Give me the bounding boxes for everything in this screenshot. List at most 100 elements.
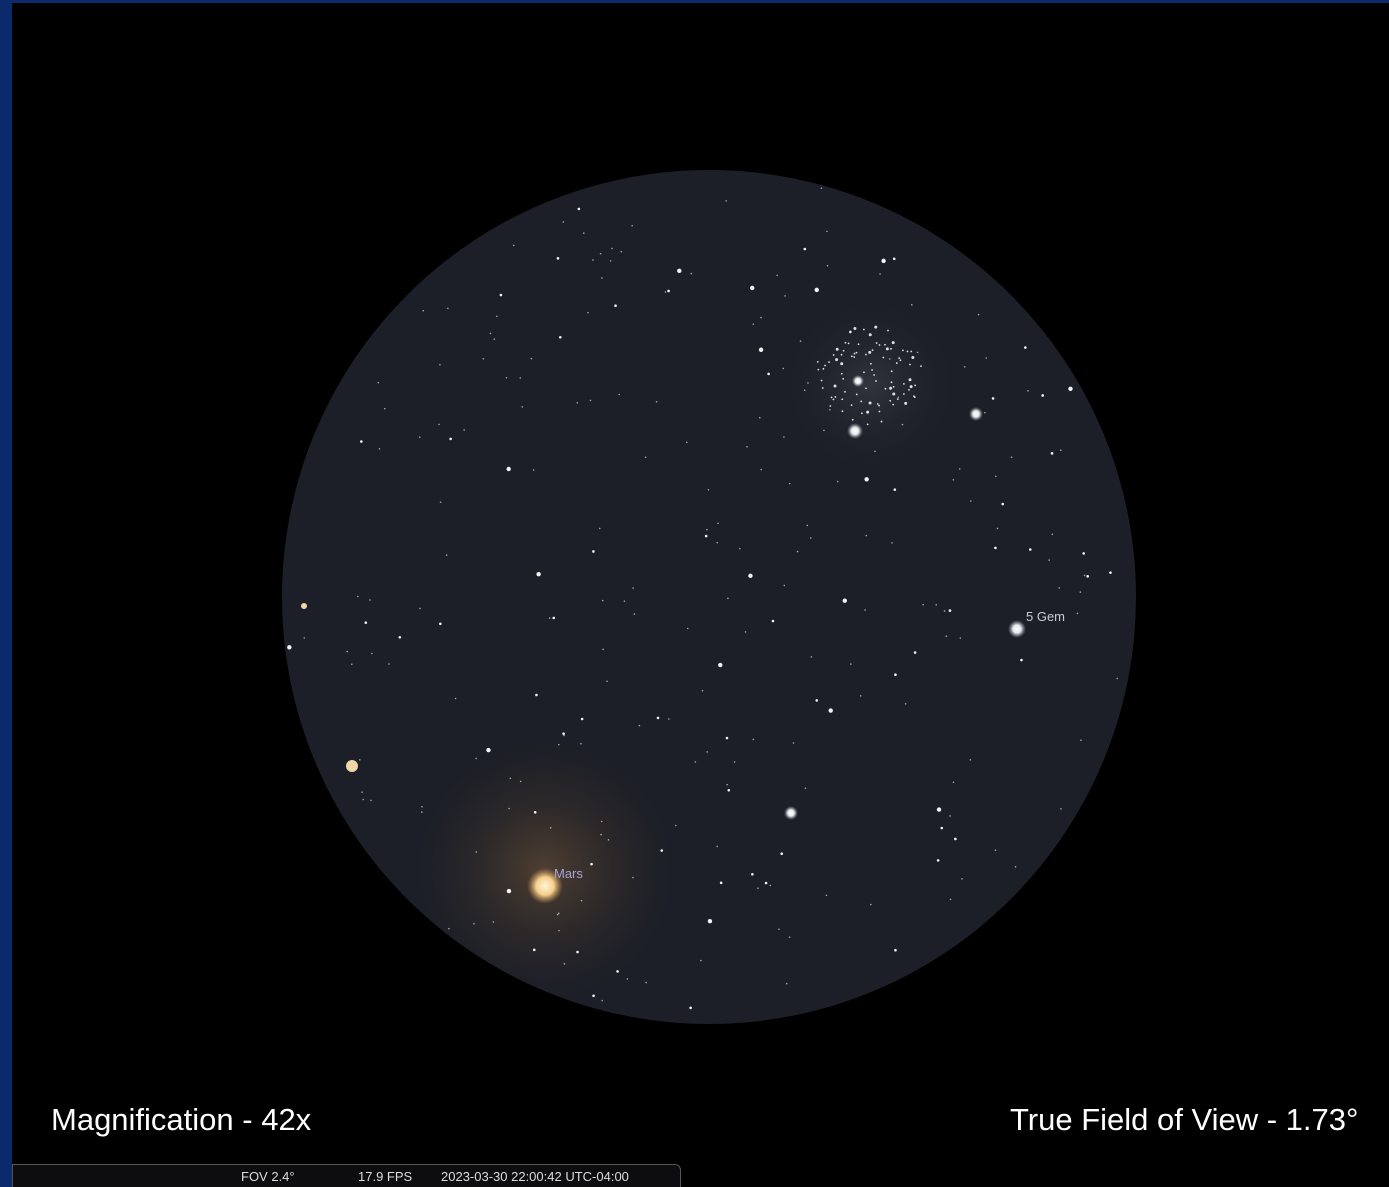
star bbox=[834, 396, 837, 398]
star bbox=[850, 663, 852, 665]
star bbox=[602, 648, 604, 651]
star bbox=[1024, 346, 1027, 349]
star bbox=[580, 717, 584, 721]
star bbox=[828, 361, 830, 364]
star bbox=[677, 268, 682, 274]
star bbox=[449, 437, 452, 441]
star bbox=[592, 259, 594, 261]
star bbox=[901, 423, 904, 426]
star bbox=[908, 389, 910, 391]
star bbox=[945, 635, 948, 637]
star bbox=[1076, 612, 1079, 615]
star bbox=[1010, 456, 1013, 459]
star bbox=[970, 500, 972, 502]
star bbox=[505, 376, 508, 379]
star bbox=[1116, 677, 1119, 680]
star bbox=[866, 410, 870, 414]
planet-label: Mars bbox=[554, 866, 583, 881]
star bbox=[362, 798, 365, 801]
star bbox=[833, 384, 837, 388]
star bbox=[878, 404, 881, 407]
star bbox=[810, 656, 813, 658]
fov-caption: True Field of View - 1.73° bbox=[1010, 1102, 1359, 1137]
star bbox=[881, 258, 886, 264]
star bbox=[303, 637, 306, 639]
star bbox=[707, 919, 713, 924]
star bbox=[889, 386, 893, 390]
star bbox=[936, 859, 940, 862]
star bbox=[910, 350, 913, 353]
star bbox=[890, 381, 893, 384]
star bbox=[853, 327, 857, 331]
star bbox=[823, 429, 825, 432]
star bbox=[885, 347, 889, 351]
star bbox=[1060, 808, 1062, 810]
star bbox=[859, 695, 862, 697]
star bbox=[994, 849, 997, 851]
star bbox=[508, 807, 510, 810]
cluster-glow bbox=[780, 295, 960, 475]
star bbox=[896, 398, 899, 401]
star bbox=[388, 663, 390, 665]
star bbox=[870, 903, 872, 906]
star bbox=[664, 291, 667, 293]
star bbox=[626, 978, 629, 980]
star bbox=[892, 257, 896, 261]
star bbox=[439, 622, 442, 626]
star bbox=[888, 358, 891, 360]
star bbox=[893, 488, 897, 491]
star bbox=[633, 613, 636, 615]
star bbox=[346, 650, 349, 653]
star bbox=[656, 716, 660, 720]
star bbox=[799, 340, 802, 342]
star bbox=[952, 479, 955, 481]
star bbox=[969, 759, 972, 761]
star bbox=[874, 325, 878, 329]
star bbox=[842, 378, 845, 380]
window-edge bbox=[0, 0, 12, 1187]
star bbox=[371, 652, 373, 655]
star bbox=[771, 619, 775, 623]
star bbox=[549, 827, 552, 829]
star bbox=[370, 799, 372, 802]
star bbox=[445, 554, 448, 556]
star bbox=[601, 277, 603, 279]
star bbox=[562, 732, 565, 735]
star bbox=[1048, 559, 1050, 561]
star bbox=[717, 522, 719, 525]
star bbox=[828, 708, 833, 713]
star bbox=[832, 398, 835, 401]
star bbox=[835, 347, 839, 351]
star bbox=[558, 335, 562, 339]
star bbox=[556, 257, 560, 260]
star bbox=[788, 482, 791, 485]
star bbox=[1014, 866, 1017, 868]
star bbox=[620, 250, 623, 253]
star bbox=[532, 469, 535, 471]
star bbox=[871, 349, 874, 352]
star bbox=[439, 363, 441, 366]
star bbox=[822, 367, 825, 370]
star bbox=[892, 385, 895, 388]
star bbox=[897, 396, 900, 399]
star bbox=[632, 587, 634, 589]
star bbox=[884, 343, 886, 346]
star bbox=[1082, 552, 1086, 555]
star bbox=[865, 353, 867, 356]
star bbox=[868, 333, 872, 337]
star bbox=[820, 187, 823, 189]
star bbox=[758, 416, 761, 419]
star bbox=[803, 247, 807, 251]
star bbox=[548, 617, 551, 619]
star bbox=[582, 232, 585, 234]
star bbox=[576, 402, 579, 404]
star bbox=[850, 404, 853, 407]
star bbox=[725, 736, 729, 740]
star bbox=[1083, 574, 1086, 577]
star bbox=[820, 379, 823, 382]
star bbox=[706, 751, 708, 753]
star bbox=[557, 912, 560, 915]
star bbox=[618, 393, 620, 396]
